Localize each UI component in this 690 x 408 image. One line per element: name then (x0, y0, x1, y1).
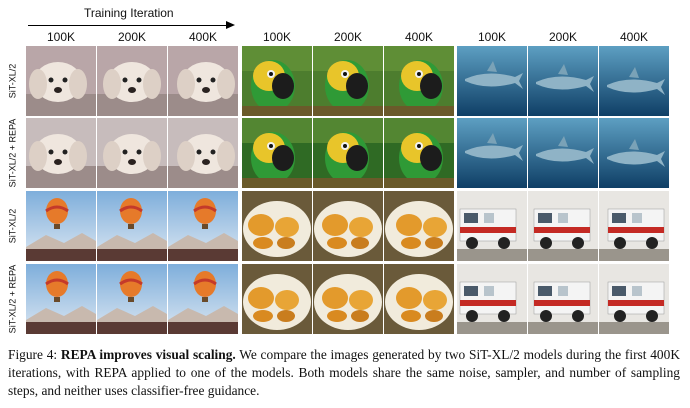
shark-sample-image (457, 46, 527, 116)
figure-label: Figure 4: (8, 347, 58, 362)
column-label: 200K (333, 30, 363, 44)
training-arrow-line (28, 25, 228, 26)
burger-sample-image (313, 264, 383, 334)
column-label: 100K (262, 30, 292, 44)
shark-sample-image (528, 46, 598, 116)
burger-sample-image (242, 264, 312, 334)
firetruck-sample-image (599, 191, 669, 261)
burger-sample-image (384, 264, 454, 334)
parrot-sample-image (313, 118, 383, 188)
firetruck-sample-image (528, 264, 598, 334)
parrot-sample-image (384, 46, 454, 116)
column-label: 200K (548, 30, 578, 44)
balloon-sample-image (26, 191, 96, 261)
column-label: 100K (477, 30, 507, 44)
row-label-text: SiT-XL/2 (7, 63, 18, 99)
firetruck-sample-image (599, 264, 669, 334)
parrot-sample-image (242, 46, 312, 116)
balloon-sample-image (26, 264, 96, 334)
balloon-sample-image (168, 191, 238, 261)
burger-sample-image (313, 191, 383, 261)
column-label: 200K (117, 30, 147, 44)
axis-label: Training Iteration (84, 6, 174, 20)
balloon-sample-image (168, 264, 238, 334)
row-label: SiT-XL/2 (2, 191, 22, 261)
parrot-sample-image (313, 46, 383, 116)
firetruck-sample-image (457, 191, 527, 261)
shark-sample-image (599, 118, 669, 188)
column-label: 100K (46, 30, 76, 44)
row-label: SiT-XL/2 (2, 46, 22, 116)
burger-sample-image (384, 191, 454, 261)
row-label: SiT-XL/2 + REPA (2, 264, 22, 334)
parrot-sample-image (242, 118, 312, 188)
dog-sample-image (168, 118, 238, 188)
arrow-head-icon (226, 21, 235, 29)
figure-caption: Figure 4: REPA improves visual scaling. … (8, 346, 680, 400)
shark-sample-image (457, 118, 527, 188)
dog-sample-image (97, 46, 167, 116)
balloon-sample-image (97, 191, 167, 261)
row-label-text: SiT-XL/2 (7, 208, 18, 244)
column-label: 400K (619, 30, 649, 44)
burger-sample-image (242, 191, 312, 261)
dog-sample-image (97, 118, 167, 188)
parrot-sample-image (384, 118, 454, 188)
dog-sample-image (26, 46, 96, 116)
row-label-text: SiT-XL/2 + REPA (7, 264, 17, 334)
row-label: SiT-XL/2 + REPA (2, 118, 22, 188)
shark-sample-image (599, 46, 669, 116)
column-label: 400K (404, 30, 434, 44)
balloon-sample-image (97, 264, 167, 334)
dog-sample-image (26, 118, 96, 188)
shark-sample-image (528, 118, 598, 188)
caption-bold: REPA improves visual scaling. (60, 347, 236, 362)
caption-body: We compare the images generated by two S… (8, 347, 680, 398)
firetruck-sample-image (457, 264, 527, 334)
dog-sample-image (168, 46, 238, 116)
row-label-text: SiT-XL/2 + REPA (7, 118, 17, 188)
column-label: 400K (188, 30, 218, 44)
firetruck-sample-image (528, 191, 598, 261)
